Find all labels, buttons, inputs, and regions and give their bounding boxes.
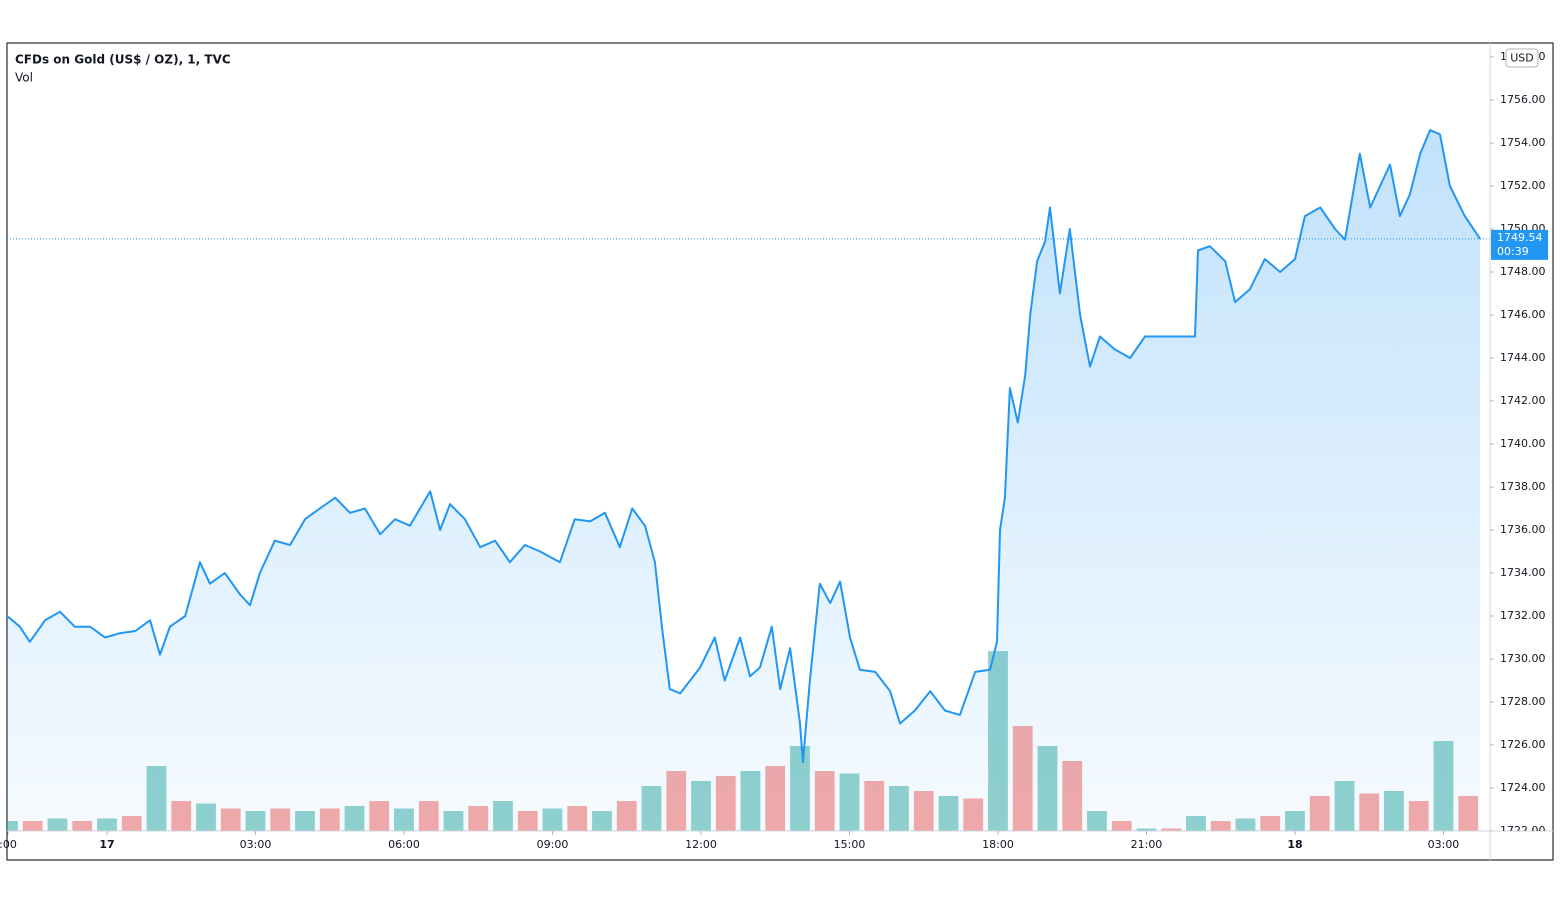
y-tick-label: 1736.00 — [1500, 523, 1546, 536]
y-tick-label: 1752.00 — [1500, 179, 1546, 192]
y-tick-label: 1738.00 — [1500, 480, 1546, 493]
x-tick-label: :00 — [0, 838, 17, 851]
last-price-box — [1491, 229, 1548, 260]
last-price-label: 1749.54 — [1497, 231, 1543, 244]
currency-label[interactable]: USD — [1510, 52, 1534, 65]
x-tick-label: 17 — [99, 838, 114, 851]
x-tick-label: 06:00 — [388, 838, 420, 851]
y-tick-label: 1734.00 — [1500, 566, 1546, 579]
time-axis: :00 17 03:00 06:00 09:00 12:00 15:00 18:00 21:00… — [0, 831, 1459, 851]
y-tick-label: 1724.00 — [1500, 781, 1546, 794]
x-tick-label: 09:00 — [537, 838, 569, 851]
y-tick-label: 1746.00 — [1500, 308, 1546, 321]
price-axis: 1722.00 1724.00 1726.00 1728.00 1730.00 1732.… — [1490, 50, 1546, 837]
y-tick-label: 1728.00 — [1500, 695, 1546, 708]
y-tick-label: 1748.00 — [1500, 265, 1546, 278]
volume-label: Vol — [15, 71, 33, 85]
price-line — [7, 129, 1481, 764]
x-tick-label: 03:00 — [240, 838, 272, 851]
y-tick-label: 1730.00 — [1500, 652, 1546, 665]
x-tick-label: 18 — [1287, 838, 1302, 851]
chart-title: CFDs on Gold (US$ / OZ), 1, TVC — [15, 53, 231, 67]
y-tick-label: 1740.00 — [1500, 437, 1546, 450]
y-tick-label: 1726.00 — [1500, 738, 1546, 751]
x-tick-label: 12:00 — [685, 838, 717, 851]
y-tick-label: 1756.00 — [1500, 93, 1546, 106]
y-tick-label: 1744.00 — [1500, 351, 1546, 364]
x-tick-label: 18:00 — [982, 838, 1014, 851]
y-tick-label: 1754.00 — [1500, 136, 1546, 149]
y-tick-label: 1742.00 — [1500, 394, 1546, 407]
y-tick-label: 1732.00 — [1500, 609, 1546, 622]
x-tick-label: 03:00 — [1428, 838, 1460, 851]
countdown-label: 00:39 — [1497, 245, 1529, 258]
area-fill — [7, 130, 1481, 831]
x-tick-label: 21:00 — [1131, 838, 1163, 851]
x-tick-label: 15:00 — [834, 838, 866, 851]
plot-layer — [7, 129, 1490, 831]
currency-box[interactable] — [1505, 48, 1539, 68]
y-tick-label: 1722.00 — [1500, 824, 1546, 837]
